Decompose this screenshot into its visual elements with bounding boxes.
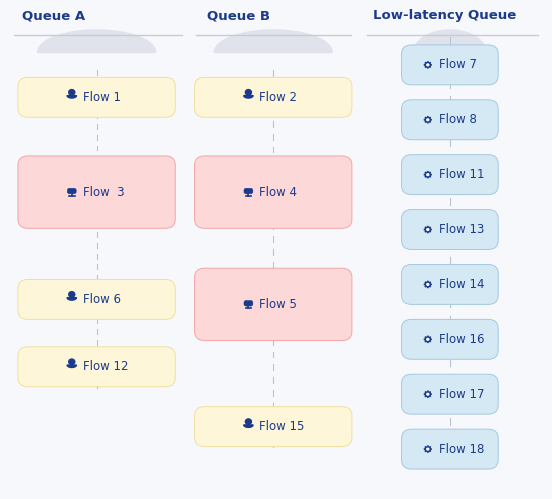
FancyBboxPatch shape: [18, 279, 176, 319]
FancyBboxPatch shape: [67, 188, 76, 194]
Text: Flow 5: Flow 5: [259, 298, 298, 311]
Polygon shape: [424, 336, 432, 343]
Circle shape: [427, 119, 429, 121]
FancyBboxPatch shape: [401, 374, 498, 414]
Polygon shape: [424, 446, 432, 453]
Text: Flow 4: Flow 4: [259, 186, 298, 199]
Polygon shape: [424, 61, 432, 68]
FancyBboxPatch shape: [401, 155, 498, 195]
Circle shape: [427, 338, 429, 340]
FancyBboxPatch shape: [18, 156, 176, 229]
Text: Flow 7: Flow 7: [439, 58, 477, 71]
Text: Flow 18: Flow 18: [439, 443, 484, 456]
Text: Flow 13: Flow 13: [439, 223, 484, 236]
Circle shape: [427, 283, 429, 285]
Circle shape: [427, 64, 429, 66]
Text: Queue B: Queue B: [207, 9, 270, 22]
Text: Flow 15: Flow 15: [259, 420, 305, 433]
FancyBboxPatch shape: [244, 188, 253, 194]
Circle shape: [245, 419, 252, 424]
Text: Flow 8: Flow 8: [439, 113, 477, 126]
Circle shape: [427, 174, 429, 176]
FancyBboxPatch shape: [401, 100, 498, 140]
Polygon shape: [244, 96, 253, 98]
Text: Flow 16: Flow 16: [439, 333, 484, 346]
Polygon shape: [67, 96, 76, 98]
Polygon shape: [424, 116, 432, 123]
Text: Flow 1: Flow 1: [83, 91, 121, 104]
Text: Flow 2: Flow 2: [259, 91, 298, 104]
FancyBboxPatch shape: [401, 45, 498, 85]
Polygon shape: [67, 365, 76, 367]
Polygon shape: [413, 30, 486, 52]
Circle shape: [427, 393, 429, 395]
Polygon shape: [424, 391, 432, 398]
Text: Flow 6: Flow 6: [83, 293, 121, 306]
Polygon shape: [214, 30, 332, 52]
FancyBboxPatch shape: [401, 429, 498, 469]
Polygon shape: [424, 171, 432, 178]
Polygon shape: [38, 30, 156, 52]
FancyBboxPatch shape: [244, 300, 253, 306]
Text: Flow 17: Flow 17: [439, 388, 484, 401]
Text: Flow  3: Flow 3: [83, 186, 124, 199]
FancyBboxPatch shape: [401, 319, 498, 359]
Polygon shape: [67, 297, 76, 300]
Circle shape: [427, 448, 429, 450]
Text: Flow 14: Flow 14: [439, 278, 484, 291]
Circle shape: [245, 90, 252, 95]
FancyBboxPatch shape: [195, 77, 352, 117]
Polygon shape: [424, 226, 432, 233]
Circle shape: [68, 90, 75, 95]
FancyBboxPatch shape: [401, 264, 498, 304]
Text: Flow 11: Flow 11: [439, 168, 484, 181]
FancyBboxPatch shape: [195, 407, 352, 447]
Polygon shape: [424, 281, 432, 288]
Text: Queue A: Queue A: [22, 9, 85, 22]
Polygon shape: [244, 425, 253, 427]
FancyBboxPatch shape: [18, 347, 176, 387]
FancyBboxPatch shape: [195, 268, 352, 340]
Circle shape: [68, 291, 75, 297]
Text: Flow 12: Flow 12: [83, 360, 128, 373]
FancyBboxPatch shape: [401, 210, 498, 250]
FancyBboxPatch shape: [195, 156, 352, 229]
FancyBboxPatch shape: [18, 77, 176, 117]
Text: Low-latency Queue: Low-latency Queue: [373, 9, 516, 22]
Circle shape: [68, 359, 75, 364]
Circle shape: [427, 229, 429, 231]
